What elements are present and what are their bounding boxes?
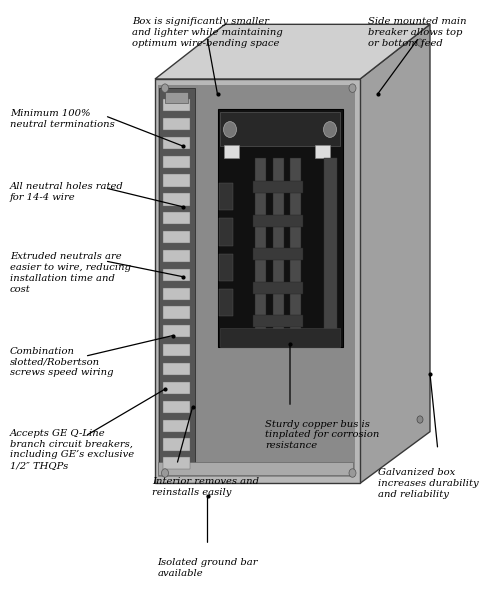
Bar [162,288,190,300]
Bar [162,325,190,337]
Bar [162,457,190,469]
Bar [315,332,330,345]
Bar [162,174,190,187]
Bar [162,420,190,432]
Bar [224,145,239,158]
Bar [162,306,190,319]
Bar [162,250,190,262]
Bar [162,438,190,451]
Bar [224,332,239,345]
Text: Sturdy copper bus is
tinplated for corrosion
resistance: Sturdy copper bus is tinplated for corro… [265,420,380,450]
Circle shape [162,84,168,92]
Text: Combination
slotted/Robertson
screws speed wiring: Combination slotted/Robertson screws spe… [10,347,114,377]
Bar [218,254,232,281]
Bar [162,193,190,206]
Circle shape [162,469,168,477]
Text: Side mounted main
breaker allows top
or bottom feed: Side mounted main breaker allows top or … [368,17,467,47]
Bar [290,158,301,334]
Text: Box is significantly smaller
and lighter while maintaining
optimum wire-bending : Box is significantly smaller and lighter… [132,17,283,47]
Bar [162,363,190,375]
Bar [162,118,190,130]
Bar [252,181,302,193]
Bar [162,137,190,149]
Bar [252,282,302,294]
Bar [218,218,232,246]
Bar [315,145,330,158]
Bar [252,215,302,227]
Bar [162,344,190,356]
Polygon shape [360,24,430,483]
Text: Interior removes and
reinstalls easily: Interior removes and reinstalls easily [152,477,260,497]
Bar [198,85,355,477]
Bar [162,99,190,111]
Bar [162,269,190,281]
Bar [162,401,190,413]
Bar [218,109,342,347]
Bar [165,92,188,103]
Text: Accepts GE Q-Line
branch circuit breakers,
including GE’s exclusive
1/2″ THQPs: Accepts GE Q-Line branch circuit breaker… [10,429,134,470]
Bar [158,85,355,477]
Polygon shape [155,79,360,483]
Bar [158,462,352,475]
Circle shape [324,122,336,137]
Circle shape [417,416,423,423]
Bar [162,382,190,394]
Bar [220,328,340,347]
Bar [159,88,195,474]
Text: Minimum 100%
neutral terminations: Minimum 100% neutral terminations [10,109,115,129]
Circle shape [349,469,356,477]
Bar [162,156,190,168]
Bar [252,248,302,260]
Text: Isolated ground bar
available: Isolated ground bar available [157,558,258,578]
Text: All neutral holes rated
for 14-4 wire: All neutral holes rated for 14-4 wire [10,182,124,202]
Circle shape [349,84,356,92]
Polygon shape [155,24,430,79]
Bar [272,158,283,334]
Text: Galvanized box
increases durability
and reliability: Galvanized box increases durability and … [378,468,478,499]
Circle shape [224,122,236,137]
Bar [220,112,340,146]
Bar [218,289,232,316]
Bar [162,231,190,243]
Bar [252,315,302,327]
Circle shape [417,39,423,46]
Bar [324,158,336,331]
Bar [218,183,232,210]
Text: Extruded neutrals are
easier to wire, reducing
installation time and
cost: Extruded neutrals are easier to wire, re… [10,252,131,294]
Bar [162,212,190,224]
Bar [255,158,266,334]
